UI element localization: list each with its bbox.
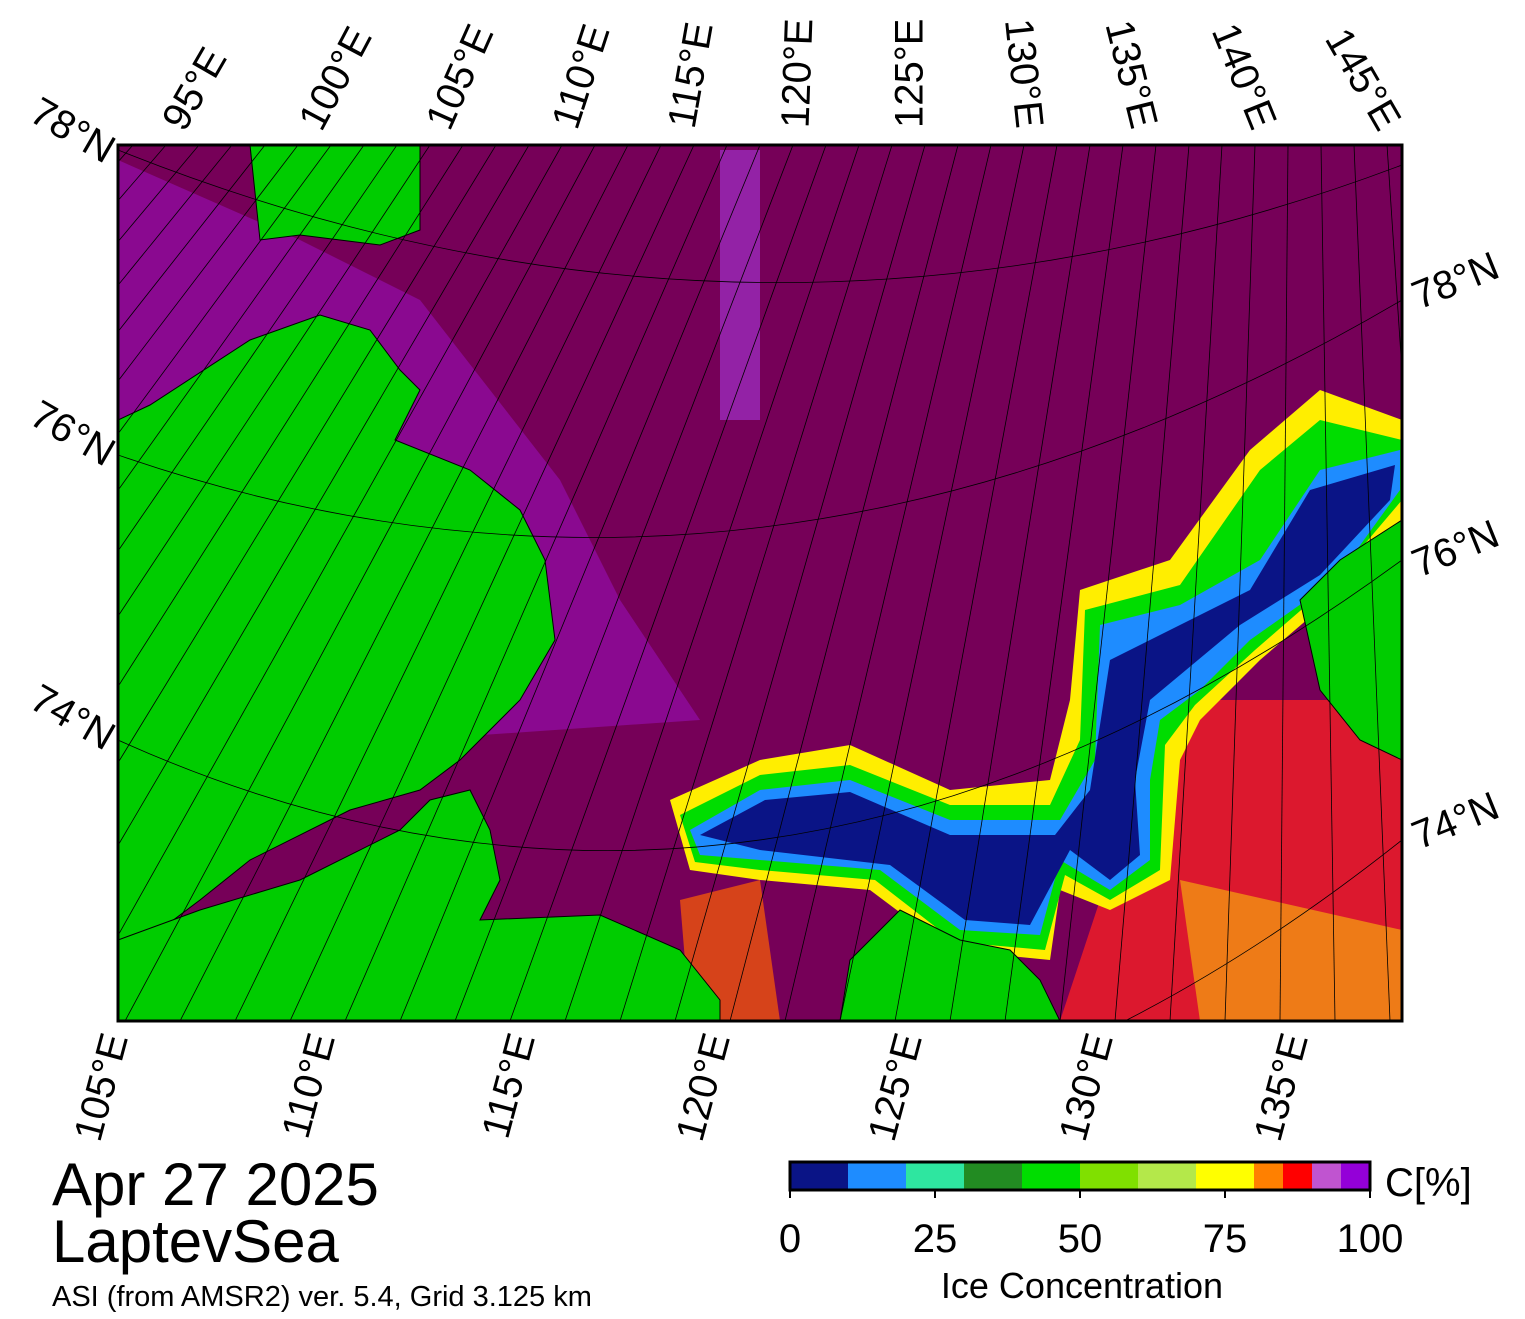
parallel <box>118 559 1402 851</box>
meridian <box>839 145 1025 1021</box>
meridian <box>118 145 464 688</box>
lon-label: 120°E <box>774 18 822 129</box>
meridian <box>234 145 662 1021</box>
colorbar-tick-label: 25 <box>913 1217 958 1261</box>
colorbar-bin <box>790 1162 848 1190</box>
lat-label: 76°N <box>23 392 122 475</box>
land <box>249 145 421 246</box>
meridian <box>1279 145 1289 1021</box>
lat-label: 78°N <box>1406 244 1505 318</box>
lon-label: 130°E <box>996 17 1051 130</box>
date: Apr 27 2025 <box>52 1151 379 1218</box>
lon-label: 105°E <box>66 1029 137 1146</box>
parallel <box>118 149 1402 284</box>
colorbar-bin <box>1341 1162 1370 1190</box>
meridian <box>1059 145 1157 1021</box>
lon-label: 140°E <box>1203 17 1285 135</box>
colorbar-bin <box>1080 1162 1138 1190</box>
meridian <box>729 145 959 1021</box>
region: LaptevSea <box>52 1208 340 1275</box>
colorbar-tick-label: 100 <box>1337 1217 1404 1261</box>
map-area <box>0 145 1402 1021</box>
lon-label: 130°E <box>1051 1029 1122 1146</box>
meridian <box>399 145 761 1021</box>
lon-label: 115°E <box>474 1029 544 1143</box>
meridian <box>179 145 629 1021</box>
meridian <box>1320 145 1336 1021</box>
meridian <box>1353 145 1391 1021</box>
lon-label: 95°E <box>154 40 236 137</box>
colorbar-unit: C[%] <box>1385 1161 1472 1205</box>
meridian <box>1004 145 1124 1021</box>
colorbar-bin <box>1196 1162 1254 1190</box>
meridian <box>124 145 596 1021</box>
colorbar-bin <box>1254 1162 1283 1190</box>
meridian <box>118 145 134 163</box>
lat-label: 78°N <box>23 89 122 172</box>
lon-label: 110°E <box>274 1029 344 1143</box>
lon-label: 145°E <box>1316 21 1409 138</box>
colorbar-bin <box>1283 1162 1312 1190</box>
lon-label: 135°E <box>1097 16 1166 133</box>
meridian <box>619 145 893 1021</box>
parallel <box>118 839 1402 1021</box>
lon-label: 115°E <box>660 19 722 131</box>
colorbar-label: Ice Concentration <box>941 1265 1223 1306</box>
lon-label: 120°E <box>668 1029 739 1146</box>
meridian <box>118 145 299 382</box>
lon-label: 125°E <box>888 19 932 128</box>
colorbar-tick-label: 75 <box>1203 1217 1248 1261</box>
meridian <box>894 145 1058 1021</box>
meridian <box>1114 145 1190 1021</box>
meridian <box>118 145 563 937</box>
land <box>118 789 721 1021</box>
colorbar-tick-label: 0 <box>779 1217 801 1261</box>
land <box>839 909 1061 1021</box>
meridian <box>118 145 431 617</box>
meridian <box>118 145 266 333</box>
meridian <box>784 145 992 1021</box>
meridian <box>118 145 497 764</box>
meridian <box>118 145 530 847</box>
meridian <box>509 145 827 1021</box>
colorbar-bin <box>964 1162 1022 1190</box>
colorbar-bin <box>1022 1162 1080 1190</box>
meridian <box>674 145 926 1021</box>
meridian <box>0 145 100 1021</box>
lat-label: 74°N <box>23 676 122 759</box>
meridian <box>118 145 332 435</box>
parallel <box>118 299 1402 538</box>
low-ice-area <box>1180 880 1402 1021</box>
meridian <box>344 145 728 1021</box>
lat-label: 74°N <box>1406 784 1505 858</box>
meridian <box>454 145 794 1021</box>
meridian <box>949 145 1091 1021</box>
lon-label: 110°E <box>544 19 619 134</box>
lon-label: 105°E <box>418 18 503 136</box>
meridian <box>118 145 398 552</box>
lon-label: 125°E <box>860 1029 931 1146</box>
meridian <box>1386 145 1402 378</box>
meridian <box>1169 145 1223 1021</box>
lon-label: 135°E <box>1246 1029 1317 1146</box>
colorbar-bin <box>1138 1162 1196 1190</box>
meridian <box>118 145 365 492</box>
map-frame <box>116 143 1404 1023</box>
meridian <box>289 145 695 1021</box>
polynya-core <box>700 465 1395 925</box>
ice-variation <box>720 150 760 420</box>
lat-label: 76°N <box>1406 512 1505 586</box>
meridian <box>1224 145 1256 1021</box>
colorbar-bin <box>906 1162 964 1190</box>
colorbar-bin <box>848 1162 906 1190</box>
graticule <box>0 145 1402 1021</box>
meridian <box>564 145 860 1021</box>
colorbar-tick-label: 50 <box>1058 1217 1103 1261</box>
lon-label: 100°E <box>290 20 380 137</box>
source: ASI (from AMSR2) ver. 5.4, Grid 3.125 km <box>52 1281 592 1313</box>
colorbar-bin <box>1312 1162 1341 1190</box>
colorbar: 0 25 50 75 100 <box>779 1160 1404 1261</box>
